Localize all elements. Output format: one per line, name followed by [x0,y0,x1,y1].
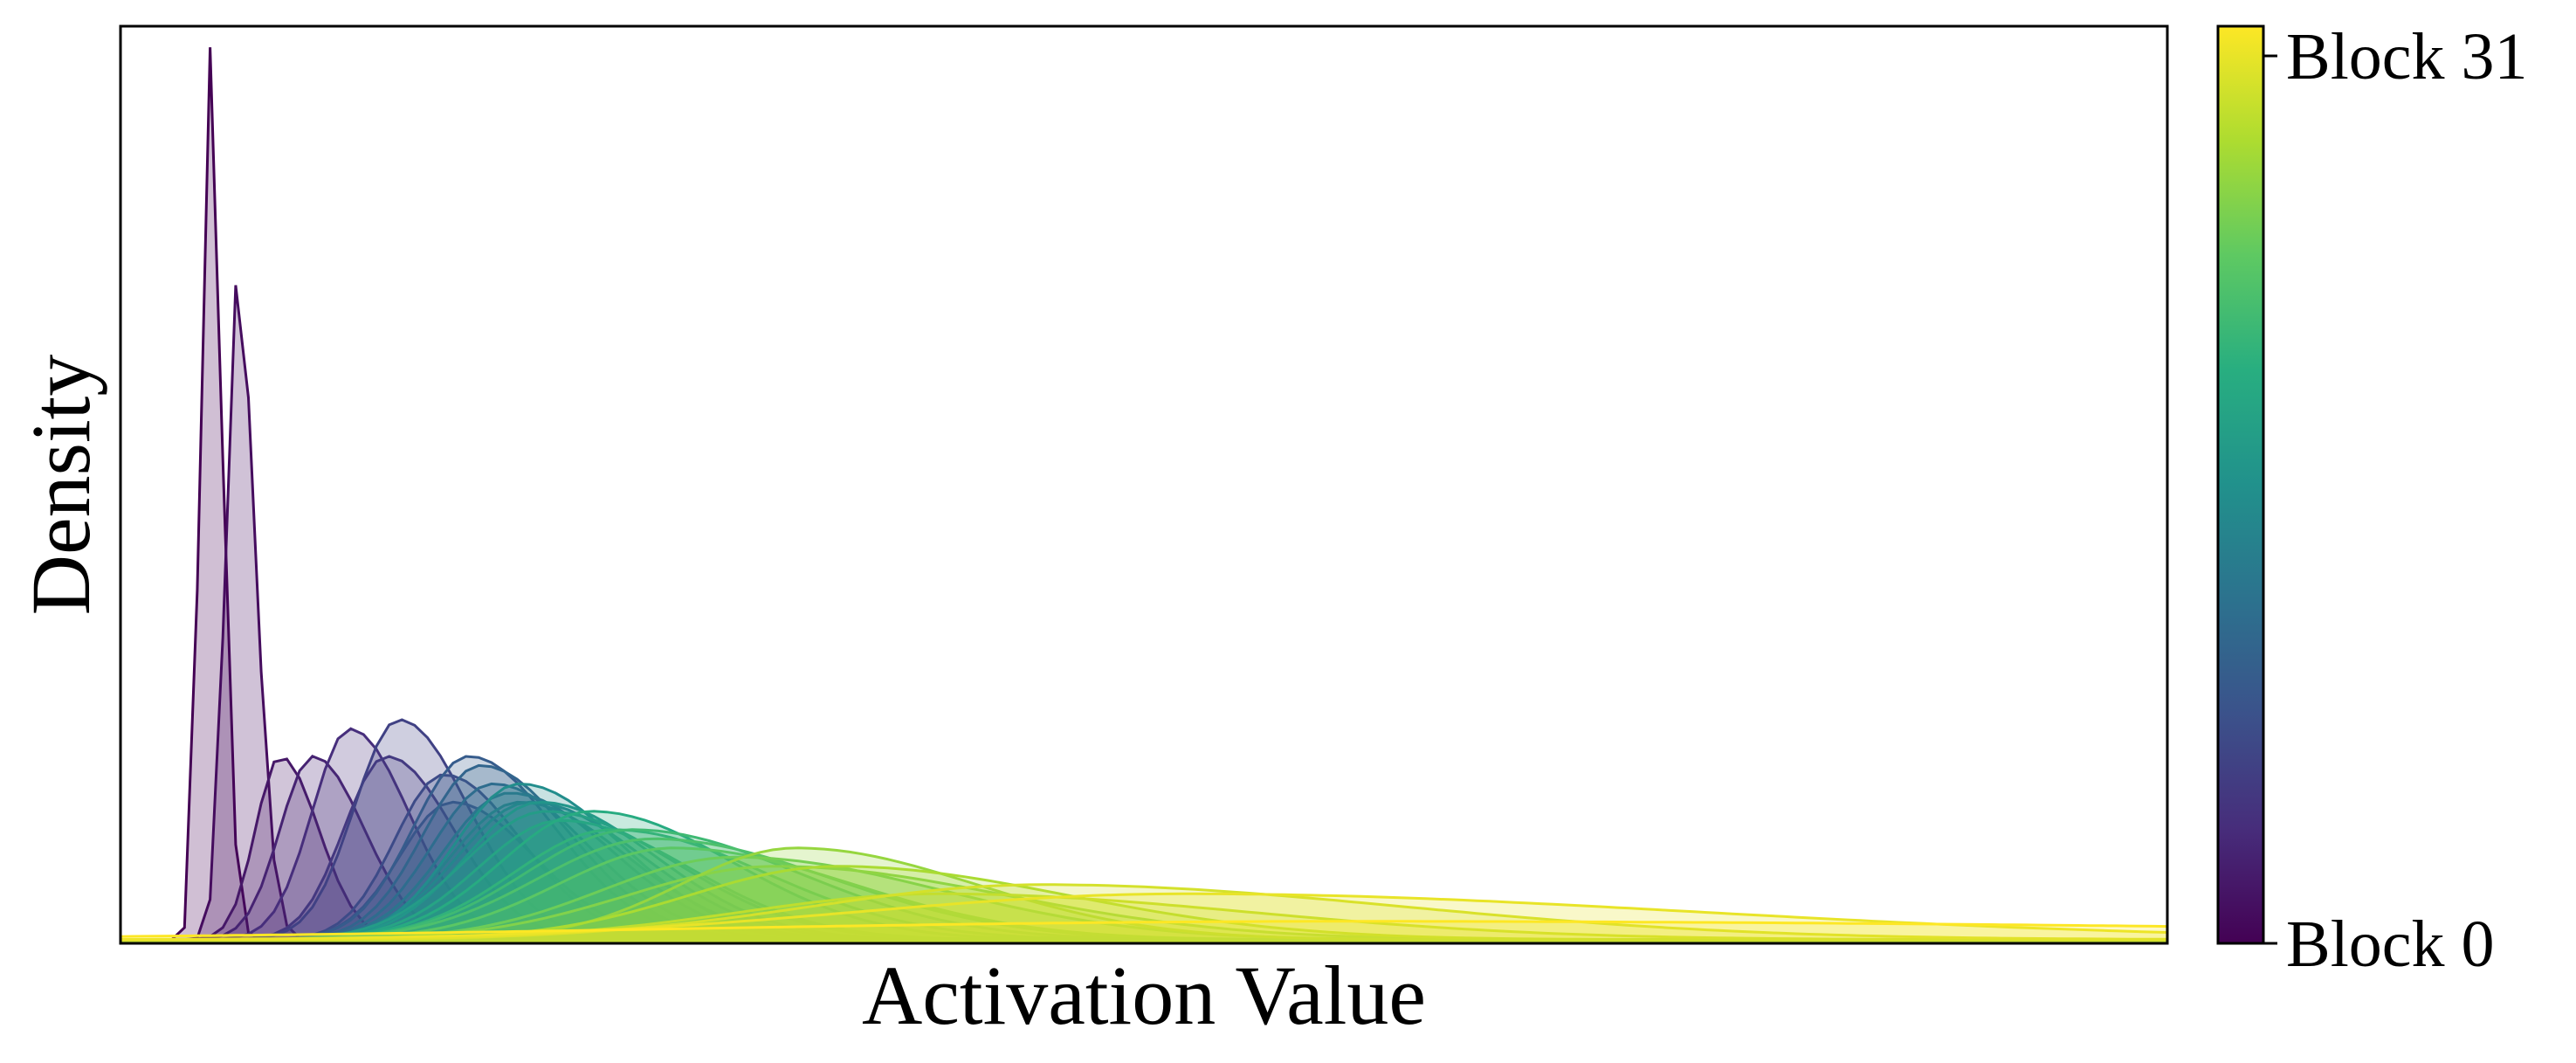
density-area-block-28 [121,894,2167,943]
density-area-block-31 [121,921,2167,943]
density-area-block-24 [121,857,2167,943]
density-area-block-8 [121,802,2167,943]
density-area-block-19 [121,811,2167,943]
colorbar-min-label: Block 0 [2286,908,2495,981]
density-area-block-27 [121,866,2167,943]
density-area-block-5 [121,756,2167,943]
density-series-group [121,47,2167,943]
density-area-block-2 [121,758,2167,943]
density-area-block-17 [121,811,2167,943]
density-line-block-29 [121,883,2167,942]
y-axis-label: Density [14,355,107,616]
density-area-block-22 [121,839,2167,943]
colorbar [2216,24,2265,945]
density-line-block-31 [121,920,2167,938]
density-area-block-9 [121,756,2167,943]
density-area-block-21 [121,829,2167,943]
density-area-block-6 [121,720,2167,943]
colorbar-max-label: Block 31 [2286,20,2528,93]
density-area-block-7 [121,775,2167,943]
density-line-block-30 [121,892,2167,941]
density-area-block-26 [121,847,2167,943]
density-area-block-11 [121,783,2167,943]
density-area-block-25 [121,866,2167,943]
density-area-block-15 [121,783,2167,943]
density-area-block-3 [121,756,2167,943]
plot-area-frame [119,24,2169,945]
density-area-block-4 [121,728,2167,943]
density-area-block-23 [121,847,2167,943]
x-axis-label: Activation Value [862,949,1426,1042]
density-area-block-20 [121,830,2167,943]
density-area-block-30 [121,894,2167,943]
